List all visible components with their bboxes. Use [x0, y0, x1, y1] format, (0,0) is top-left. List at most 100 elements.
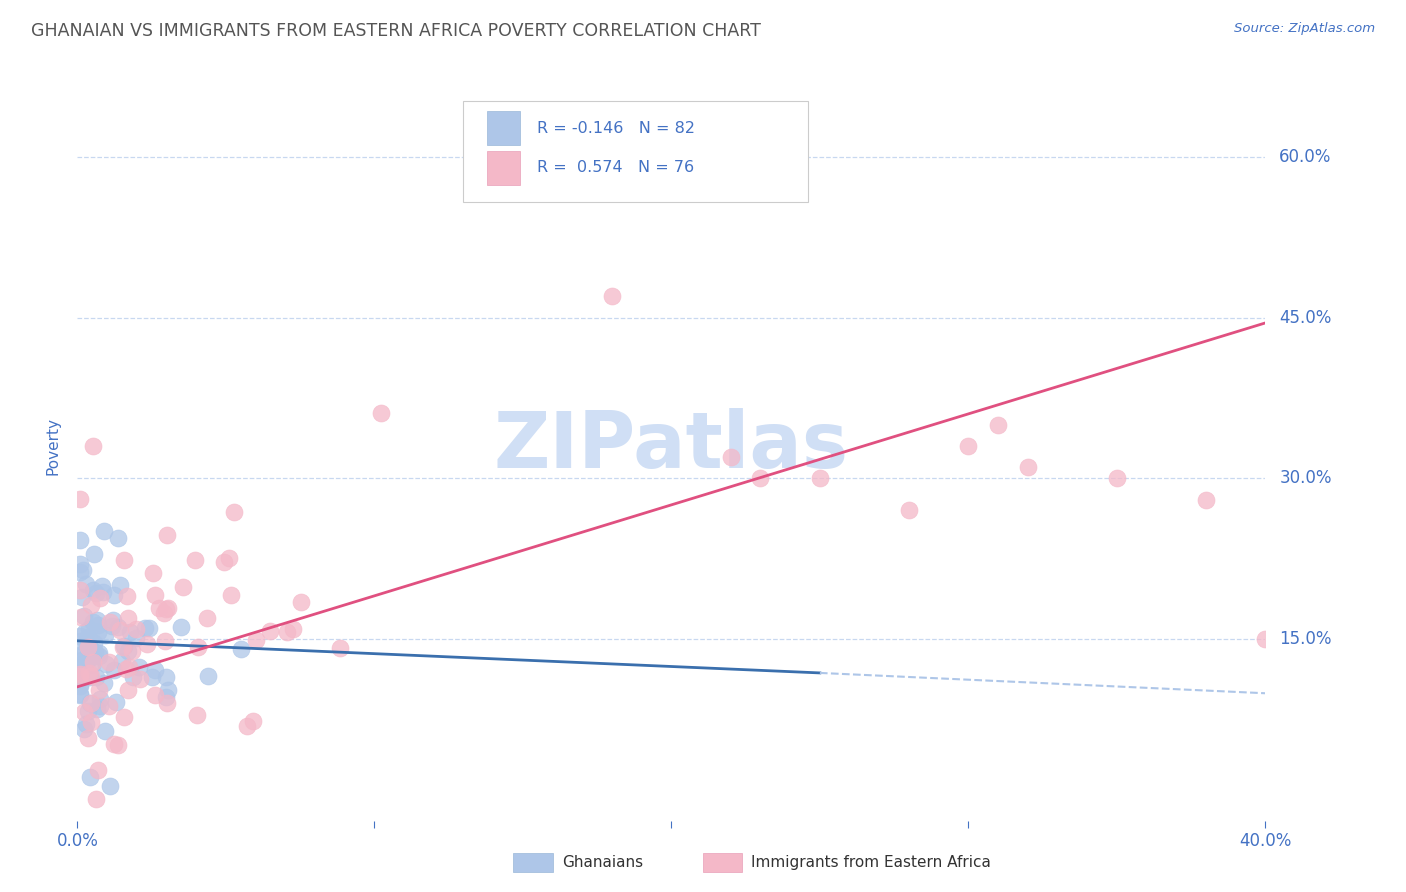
- Point: [89, 691, 111, 706]
- Point: [1017, 460, 1039, 475]
- Point: [987, 417, 1010, 432]
- Point: [72, 647, 94, 661]
- Point: [80, 658, 103, 673]
- Point: [69, 666, 91, 681]
- Point: [89, 699, 111, 714]
- Point: [94, 723, 117, 738]
- Point: [89, 591, 111, 606]
- Point: [957, 439, 980, 453]
- Point: [79, 641, 101, 656]
- Point: [138, 621, 160, 635]
- Point: [77, 640, 100, 654]
- Point: [70, 660, 93, 674]
- Point: [121, 644, 143, 658]
- Point: [86, 702, 108, 716]
- Point: [156, 601, 179, 615]
- Point: [69, 657, 91, 672]
- Point: [89, 646, 111, 660]
- Point: [103, 738, 125, 752]
- Point: [84, 645, 107, 659]
- Point: [77, 731, 100, 745]
- Point: [79, 770, 101, 784]
- Point: [155, 601, 177, 615]
- Point: [112, 710, 135, 724]
- Point: [103, 613, 125, 627]
- Point: [187, 640, 209, 654]
- Point: [69, 629, 91, 643]
- Point: [69, 672, 91, 686]
- Point: [242, 714, 264, 728]
- Point: [87, 649, 110, 664]
- Point: [134, 621, 156, 635]
- Point: [69, 688, 91, 702]
- Point: [75, 717, 97, 731]
- Point: [184, 553, 207, 567]
- Point: [80, 669, 103, 683]
- Point: [108, 624, 131, 638]
- Point: [720, 450, 742, 464]
- Point: [898, 503, 921, 517]
- Point: [70, 633, 93, 648]
- Point: [86, 613, 108, 627]
- Point: [245, 633, 267, 648]
- Point: [79, 696, 101, 710]
- Point: [93, 675, 115, 690]
- Point: [155, 690, 177, 704]
- Point: [600, 289, 623, 303]
- Point: [212, 555, 235, 569]
- Point: [87, 682, 110, 697]
- Point: [72, 564, 94, 578]
- Point: [370, 407, 392, 421]
- Text: R =  0.574   N = 76: R = 0.574 N = 76: [537, 161, 695, 176]
- Point: [111, 654, 134, 668]
- Point: [77, 622, 100, 636]
- Point: [114, 662, 136, 676]
- Point: [69, 491, 91, 506]
- Point: [77, 704, 100, 718]
- FancyBboxPatch shape: [464, 102, 808, 202]
- Point: [79, 670, 101, 684]
- Point: [152, 606, 174, 620]
- Point: [69, 533, 91, 547]
- Point: [82, 648, 104, 663]
- Point: [94, 628, 117, 642]
- Point: [128, 660, 150, 674]
- Point: [259, 624, 281, 639]
- Point: [229, 642, 252, 657]
- Point: [808, 471, 831, 485]
- Point: [94, 657, 117, 672]
- Text: ZIPatlas: ZIPatlas: [494, 408, 849, 484]
- FancyBboxPatch shape: [488, 151, 520, 185]
- Point: [156, 682, 179, 697]
- Text: Ghanaians: Ghanaians: [562, 855, 644, 870]
- Point: [112, 553, 135, 567]
- Point: [97, 655, 120, 669]
- Point: [70, 653, 93, 667]
- Point: [87, 617, 110, 632]
- Text: R = -0.146   N = 82: R = -0.146 N = 82: [537, 120, 695, 136]
- Point: [76, 630, 98, 644]
- Point: [103, 663, 125, 677]
- Text: 30.0%: 30.0%: [1279, 469, 1331, 487]
- Point: [75, 577, 97, 591]
- Point: [117, 682, 139, 697]
- Point: [93, 524, 115, 539]
- Point: [155, 634, 177, 648]
- Point: [129, 672, 152, 686]
- Point: [195, 611, 218, 625]
- Point: [170, 620, 193, 634]
- Point: [69, 557, 91, 571]
- Point: [122, 670, 145, 684]
- Point: [70, 590, 93, 604]
- Point: [98, 779, 121, 793]
- Point: [290, 594, 312, 608]
- Point: [125, 622, 148, 636]
- Point: [82, 615, 104, 629]
- Point: [75, 645, 97, 659]
- Point: [73, 609, 96, 624]
- Point: [329, 640, 352, 655]
- Point: [84, 586, 107, 600]
- Point: [84, 670, 107, 684]
- Point: [87, 764, 110, 778]
- Point: [107, 619, 129, 633]
